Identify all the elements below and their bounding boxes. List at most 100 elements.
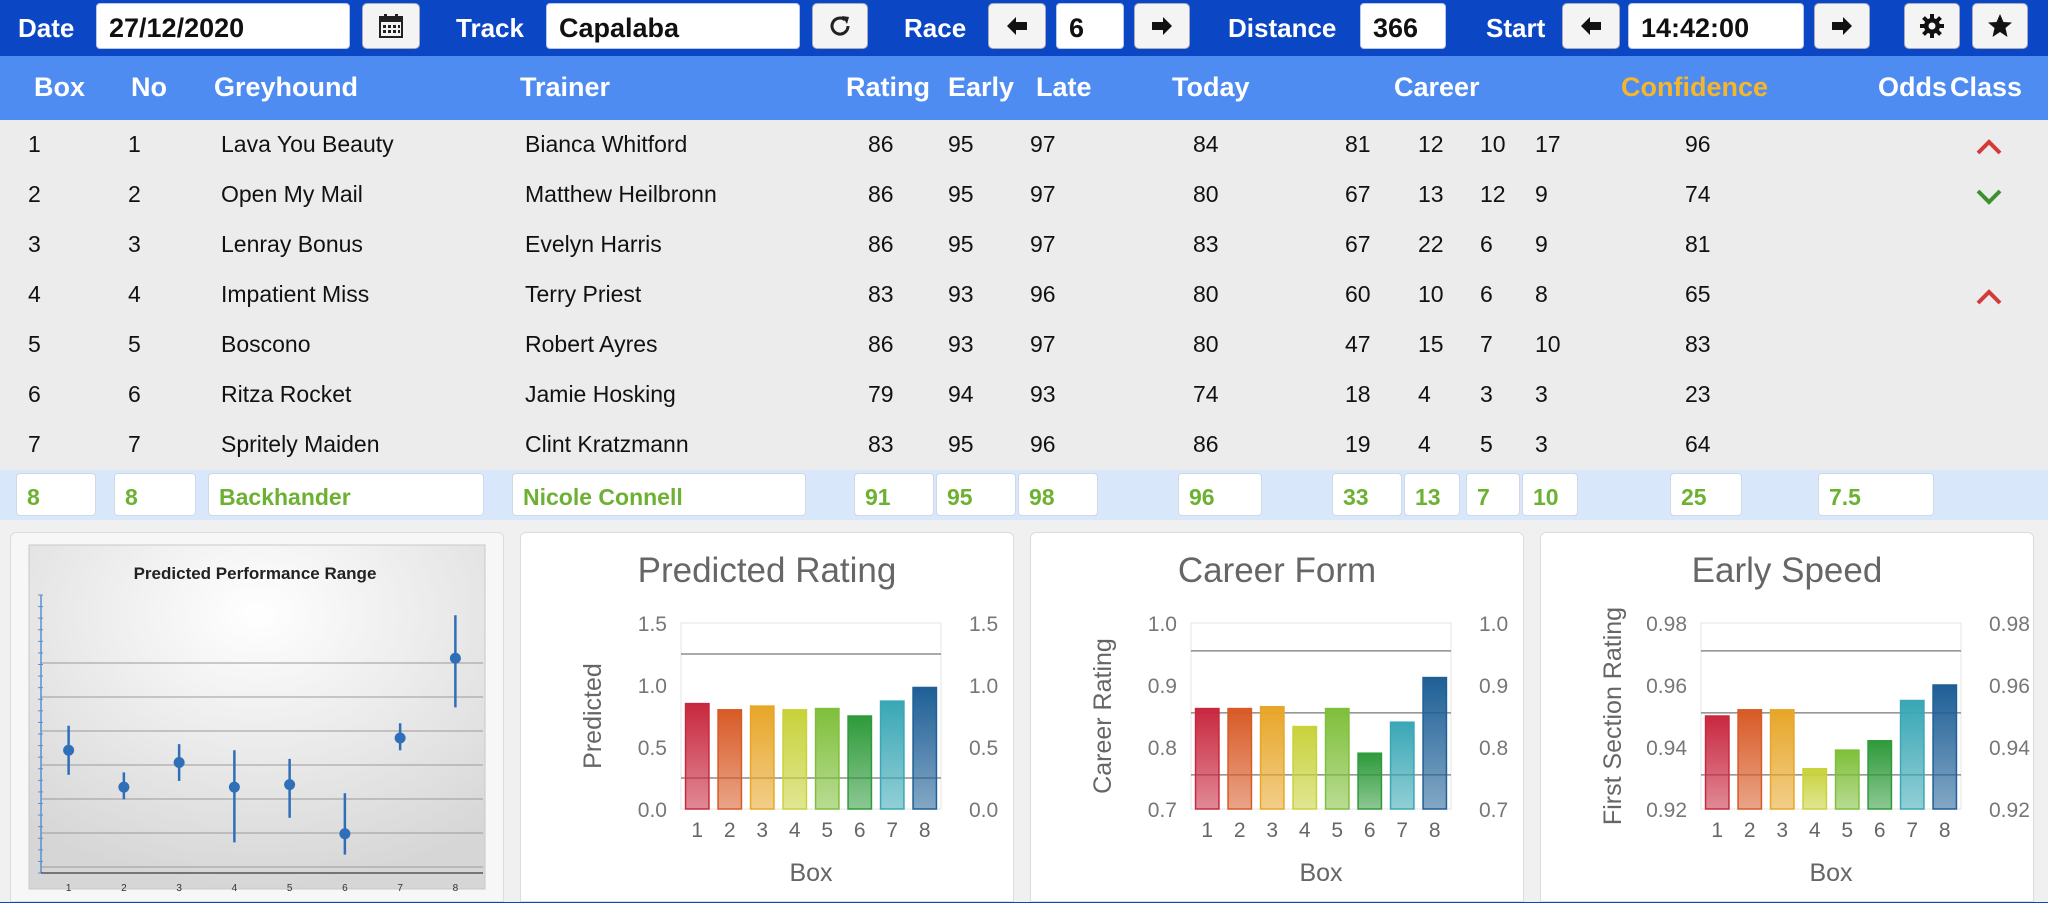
bar — [879, 700, 905, 810]
early-speed-panel: Early Speed 0.92 0.92 0.94 0.94 0.96 0.96 0.98… — [1540, 532, 2034, 902]
early-speed-chart: 0.92 0.92 0.94 0.94 0.96 0.96 0.98 0.98 1 2 3 4 5 6 7 8… — [1599, 607, 2030, 887]
refresh-button[interactable] — [812, 3, 868, 49]
bar — [1324, 707, 1350, 810]
selected-confidence[interactable]: 25 — [1670, 473, 1742, 516]
calendar-icon — [379, 14, 403, 38]
col-rating[interactable]: Rating — [846, 72, 930, 102]
selected-career-3[interactable]: 10 — [1522, 473, 1578, 516]
runner-trainer: Matthew Heilbronn — [525, 181, 717, 207]
star-icon — [1988, 14, 2012, 37]
runner-trainer: Evelyn Harris — [525, 231, 662, 257]
col-odds[interactable]: Odds — [1878, 72, 1948, 102]
x-tick-label: 7 — [397, 883, 403, 894]
y-tick-label: 0.5 — [638, 737, 667, 760]
y-tick-label: 0.96 — [1646, 675, 1687, 698]
runner-confidence: 23 — [1685, 381, 1711, 407]
distance-input[interactable]: 366 — [1360, 3, 1446, 49]
col-box[interactable]: Box — [34, 72, 86, 102]
start-label: Start — [1486, 13, 1546, 43]
chart-title: Predicted Performance Range — [134, 564, 377, 583]
runner-today: 80 — [1193, 281, 1219, 307]
table-row[interactable]: 5 5 Boscono Robert Ayres 86 93 97 80 47 15 7 10 83 — [0, 320, 2048, 370]
start-prev-button[interactable] — [1562, 3, 1620, 49]
x-tick-label: 4 — [232, 883, 238, 894]
selected-career[interactable]: 33 — [1332, 473, 1402, 516]
runner-box: 7 — [28, 431, 41, 457]
y-axis-label: First Section Rating — [1599, 607, 1627, 825]
table-row[interactable]: 2 2 Open My Mail Matthew Heilbronn 86 95 97 80 6… — [0, 170, 2048, 220]
y2-tick-label: 0.94 — [1989, 737, 2030, 760]
track-input[interactable]: Capalaba — [546, 3, 800, 49]
col-greyhound[interactable]: Greyhound — [214, 72, 359, 102]
col-early[interactable]: Early — [948, 72, 1015, 102]
data-point — [339, 828, 351, 840]
runners-table: 1 1 Lava You Beauty Bianca Whitford 86 95 97 84… — [0, 120, 2048, 470]
y2-tick-label: 0.98 — [1989, 613, 2030, 636]
race-input[interactable]: 6 — [1056, 3, 1124, 49]
selected-no[interactable]: 8 — [114, 473, 196, 516]
col-career[interactable]: Career — [1394, 72, 1480, 102]
toolbar: Date 27/12/2020 Track Capalaba Race 6 Di… — [0, 0, 2048, 56]
selected-trainer[interactable]: Nicole Connell — [512, 473, 806, 516]
selected-late[interactable]: 98 — [1018, 473, 1098, 516]
bar — [1422, 676, 1448, 810]
col-trainer[interactable]: Trainer — [520, 72, 611, 102]
selected-today[interactable]: 96 — [1178, 473, 1262, 516]
selected-box[interactable]: 8 — [16, 473, 96, 516]
runner-no: 6 — [128, 381, 141, 407]
y-tick-label: 0.8 — [1148, 737, 1177, 760]
start-next-button[interactable] — [1814, 3, 1870, 49]
selected-greyhound[interactable]: Backhander — [208, 473, 484, 516]
chevron-up-icon — [1976, 139, 2002, 155]
bar — [749, 705, 775, 810]
race-next-button[interactable] — [1134, 3, 1190, 49]
calendar-button[interactable] — [362, 3, 420, 49]
y-tick-label: 0.94 — [1646, 737, 1687, 760]
runner-career: 67 — [1345, 231, 1371, 257]
selected-runner-row[interactable]: 8 8 Backhander Nicole Connell 91 95 98 9… — [0, 470, 2048, 520]
bar — [1867, 740, 1893, 810]
x-tick-label: 2 — [1234, 819, 1246, 842]
selected-odds[interactable]: 7.5 — [1818, 473, 1934, 516]
x-tick-label: 8 — [1429, 819, 1441, 842]
col-late[interactable]: Late — [1036, 72, 1092, 102]
arrow-left-icon — [1007, 17, 1027, 35]
runner-today: 83 — [1193, 231, 1219, 257]
table-row[interactable]: 4 4 Impatient Miss Terry Priest 83 93 96 80 60 10… — [0, 270, 2048, 320]
selected-career-1[interactable]: 13 — [1404, 473, 1460, 516]
runner-rating: 83 — [868, 281, 894, 307]
start-time-input[interactable]: 14:42:00 — [1628, 3, 1804, 49]
date-input[interactable]: 27/12/2020 — [96, 3, 350, 49]
runner-career-1: 10 — [1418, 281, 1444, 307]
runner-career: 47 — [1345, 331, 1371, 357]
selected-early[interactable]: 95 — [936, 473, 1016, 516]
favorite-button[interactable] — [1972, 3, 2028, 49]
col-class[interactable]: Class — [1950, 72, 2023, 102]
y-tick-label: 1.5 — [638, 613, 667, 636]
runner-early: 95 — [948, 431, 974, 457]
arrow-right-icon — [1152, 17, 1172, 35]
runner-trainer: Jamie Hosking — [525, 381, 676, 407]
x-tick-label: 6 — [854, 819, 866, 842]
race-prev-button[interactable] — [988, 3, 1046, 49]
settings-button[interactable] — [1904, 3, 1960, 49]
selected-career-2[interactable]: 7 — [1466, 473, 1520, 516]
runner-late: 93 — [1030, 381, 1056, 407]
x-tick-label: 4 — [1299, 819, 1311, 842]
runner-today: 84 — [1193, 131, 1219, 157]
bar — [1737, 709, 1763, 810]
selected-rating[interactable]: 91 — [854, 473, 934, 516]
table-row[interactable]: 7 7 Spritely Maiden Clint Kratzmann 83 95 96 86… — [0, 420, 2048, 470]
col-no[interactable]: No — [131, 72, 167, 102]
table-row[interactable]: 6 6 Ritza Rocket Jamie Hosking 79 94 93 74 18 4 3 3… — [0, 370, 2048, 420]
career-form-panel: Career Form 0.7 0.7 0.8 0.8 0.9 0.9 1.0 1.0 1 2 3 4… — [1030, 532, 1524, 902]
chart-background — [28, 544, 486, 890]
col-confidence[interactable]: Confidence — [1621, 72, 1769, 102]
col-today[interactable]: Today — [1172, 72, 1250, 102]
table-row[interactable]: 3 3 Lenray Bonus Evelyn Harris 86 95 97 83 67 22 6… — [0, 220, 2048, 270]
bar — [717, 709, 743, 810]
table-row[interactable]: 1 1 Lava You Beauty Bianca Whitford 86 95 97 84… — [0, 120, 2048, 170]
bar — [1389, 721, 1415, 810]
runner-career-2: 7 — [1480, 331, 1493, 357]
chevron-down-icon — [1976, 189, 2002, 205]
